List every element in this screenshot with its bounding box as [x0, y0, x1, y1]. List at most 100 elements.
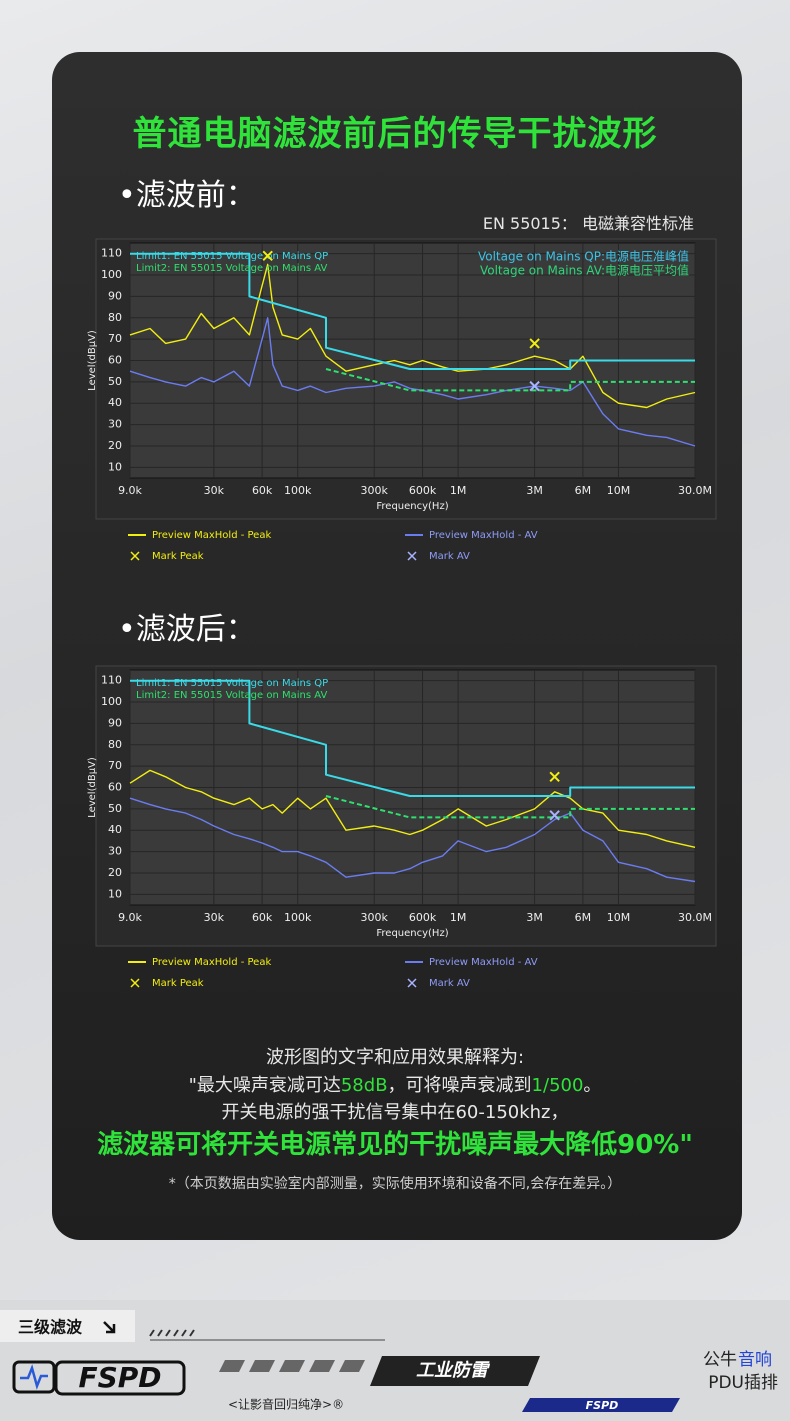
- legend-label: Preview MaxHold - Peak: [152, 957, 271, 968]
- brand-highlight: 音响: [738, 1350, 772, 1370]
- explanation-conclusion: 滤波器可将开关电源常见的干扰噪声最大降低90%": [97, 1130, 693, 1160]
- x-tick-label: 30k: [204, 484, 225, 497]
- mini-bar: [522, 1398, 680, 1412]
- x-tick-label: 10M: [607, 911, 631, 924]
- limit-line: [130, 679, 695, 797]
- limit-line: [325, 368, 695, 392]
- legend-label: Preview MaxHold - AV: [429, 530, 538, 541]
- legend-marker: [130, 551, 140, 561]
- footer-tag: 三级滤波: [18, 1318, 83, 1337]
- x-tick-label: 6M: [575, 484, 592, 497]
- y-tick-label: 110: [101, 674, 122, 687]
- limit-label: Limit2: EN 55015 Voltage on Mains AV: [136, 690, 327, 701]
- logo-frame: [54, 1360, 186, 1396]
- text: 。: [583, 1075, 602, 1096]
- x-tick-label: 100k: [284, 484, 312, 497]
- y-tick-label: 30: [108, 418, 122, 431]
- y-tick-label: 60: [108, 781, 122, 794]
- y-tick-label: 70: [108, 332, 122, 345]
- legend-label: Mark Peak: [152, 978, 204, 989]
- note: *（本页数据由实验室内部测量，实际使用环境和设备不同,会存在差异。）: [168, 1176, 622, 1192]
- annotation: Voltage on Mains QP:电源电压准峰值: [478, 249, 689, 264]
- trace: [129, 769, 696, 848]
- legend-label: Preview MaxHold - Peak: [152, 530, 271, 541]
- y-axis-label: Level(dBμV): [87, 757, 98, 818]
- standard-note: EN 55015： 电磁兼容性标准: [482, 214, 694, 233]
- y-tick-label: 100: [101, 695, 122, 708]
- y-tick-label: 50: [108, 802, 122, 815]
- x-tick-label: 100k: [284, 911, 312, 924]
- marker: [529, 380, 540, 392]
- x-tick-label: 60k: [252, 911, 273, 924]
- x-tick-label: 10M: [607, 484, 631, 497]
- x-tick-label: 9.0k: [118, 484, 142, 497]
- footer: 三级滤波 FSPD <让影音回归纯净>® 工业防雷 FSPD 公牛 音响 PDU…: [0, 1300, 790, 1421]
- x-tick-label: 6M: [575, 911, 592, 924]
- highlight: 1/500: [531, 1075, 584, 1096]
- trace: [129, 797, 696, 883]
- text: ，可将噪声衰减到: [387, 1075, 532, 1096]
- y-tick-label: 20: [108, 866, 122, 879]
- annotation: Voltage on Mains AV:电源电压平均值: [480, 263, 689, 278]
- y-tick-label: 10: [108, 887, 122, 900]
- tag-bg: [0, 1310, 135, 1342]
- page-title: 普通电脑滤波前后的传导干扰波形: [132, 114, 658, 154]
- mini-logo: FSPD: [586, 1399, 619, 1412]
- trace: [129, 317, 696, 447]
- x-tick-label: 300k: [361, 911, 389, 924]
- x-tick-label: 300k: [361, 484, 389, 497]
- limit-label: Limit2: EN 55015 Voltage on Mains AV: [136, 263, 327, 274]
- section-label: •滤波后：: [118, 612, 256, 647]
- section-label: •滤波前：: [118, 178, 256, 213]
- explanation-line: 开关电源的强干扰信号集中在60-150khz，: [221, 1102, 569, 1123]
- legend-marker: [130, 978, 140, 988]
- brand-sub: PDU插排: [708, 1373, 778, 1393]
- y-tick-label: 40: [108, 396, 122, 409]
- x-tick-label: 30.0M: [678, 911, 712, 924]
- x-tick-label: 3M: [526, 484, 543, 497]
- limit-label: Limit1: EN 55015 Voltage on Mains QP: [136, 678, 328, 689]
- y-tick-label: 10: [108, 460, 122, 473]
- deco-stripes: [149, 1329, 195, 1337]
- highlight: 58dB: [340, 1075, 388, 1096]
- y-tick-label: 80: [108, 738, 122, 751]
- x-tick-label: 1M: [450, 911, 467, 924]
- y-tick-label: 100: [101, 268, 122, 281]
- explanation-line: "最大噪声衰减可达58dB，可将噪声衰减到1/500。: [0, 1071, 790, 1097]
- explanation-intro: 波形图的文字和应用效果解释为:: [265, 1047, 525, 1068]
- x-tick-label: 9.0k: [118, 911, 142, 924]
- charts: 10 20 30 40 50 60 70 80 90 100 110 9.0k 30k 60k 100k 30…: [87, 238, 717, 989]
- badge-bg: [370, 1356, 540, 1386]
- y-tick-label: 40: [108, 823, 122, 836]
- y-tick-label: 50: [108, 375, 122, 388]
- x-tick-label: 600k: [409, 911, 437, 924]
- brand: 公牛: [703, 1350, 737, 1370]
- marker: [549, 810, 560, 821]
- legend-marker: [407, 551, 417, 561]
- y-tick-label: 110: [101, 247, 122, 260]
- y-tick-label: 20: [108, 439, 122, 452]
- limit-line: [130, 252, 695, 370]
- y-tick-label: 70: [108, 759, 122, 772]
- legend-label: Mark Peak: [152, 551, 204, 562]
- x-tick-label: 60k: [252, 484, 273, 497]
- x-tick-label: 3M: [526, 911, 543, 924]
- logo: FSPD: [78, 1361, 161, 1394]
- marker: [529, 338, 540, 349]
- x-axis-label: Frequency(Hz): [376, 501, 448, 512]
- checker: [219, 1360, 365, 1372]
- legend-label: Mark AV: [429, 978, 470, 989]
- x-tick-label: 30.0M: [678, 484, 712, 497]
- marker: [549, 771, 560, 783]
- x-axis-label: Frequency(Hz): [376, 928, 448, 939]
- y-axis-label: Level(dBμV): [87, 330, 98, 391]
- badge: 工业防雷: [416, 1360, 491, 1381]
- slogan: <让影音回归纯净>®: [228, 1397, 344, 1412]
- legend-marker: [407, 978, 417, 988]
- marker: [262, 250, 273, 262]
- y-tick-label: 80: [108, 311, 122, 324]
- text: "最大噪声衰减可达: [188, 1075, 341, 1096]
- x-tick-label: 1M: [450, 484, 467, 497]
- legend-label: Mark AV: [429, 551, 470, 562]
